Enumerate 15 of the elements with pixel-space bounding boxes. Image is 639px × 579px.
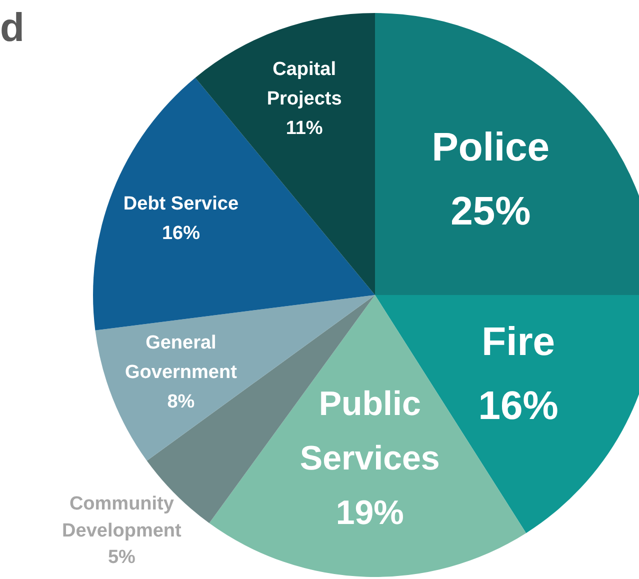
slice-label: Police <box>432 125 550 170</box>
slice-label: Capital Projects <box>266 58 342 110</box>
slice-label: Community Development <box>62 493 182 541</box>
data-label: 11% <box>286 118 323 139</box>
slice-label: Public Services <box>300 385 440 478</box>
slice-label: General Government <box>125 332 238 382</box>
data-label: 16% <box>478 384 558 428</box>
slice-label: Debt Service <box>123 192 239 214</box>
data-label: 5% <box>108 546 136 568</box>
data-label: 19% <box>336 494 404 532</box>
data-label: 16% <box>162 222 200 244</box>
chart-title: d <box>0 6 24 50</box>
slice-label: Fire <box>482 320 556 364</box>
data-label: 8% <box>167 390 195 412</box>
data-label: 25% <box>450 189 531 234</box>
